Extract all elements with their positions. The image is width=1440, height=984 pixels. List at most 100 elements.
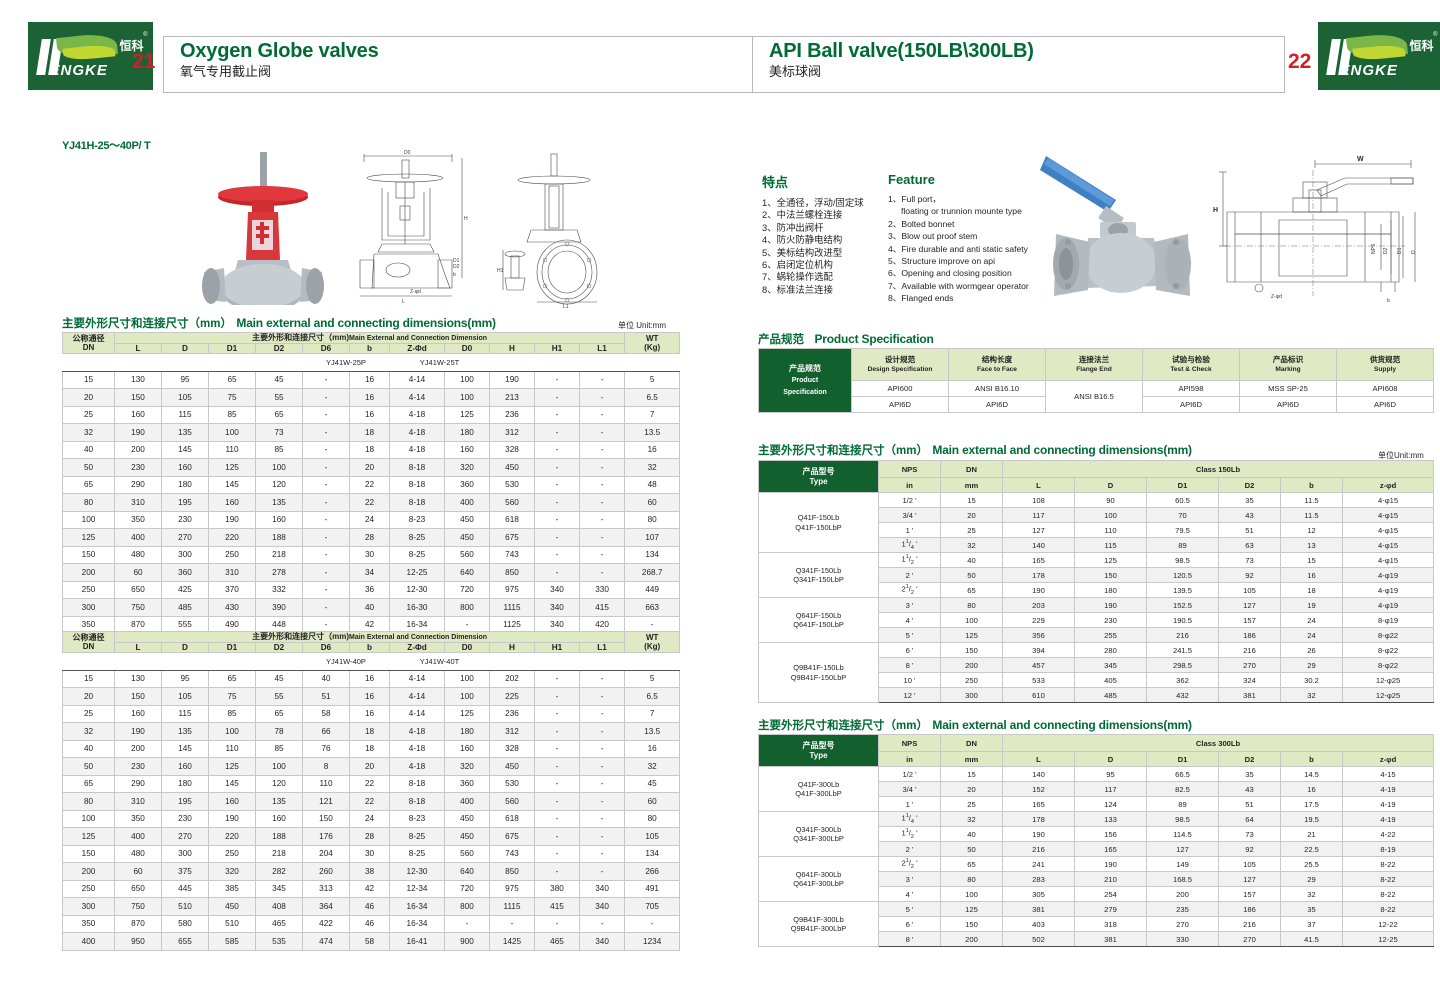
- table-cell: 533: [1002, 672, 1075, 688]
- dim150-unit-label: 单位Unit:mm: [1378, 451, 1424, 460]
- table-row: 100 350 230 190 160 150 24 8-23 450 618- -80: [62, 809, 681, 828]
- type-col-header-150: 产品型号 Type: [758, 460, 879, 493]
- table-cell: 530: [489, 774, 535, 793]
- table-cell: 400: [114, 528, 162, 547]
- valve-type-line2: Q9B41F-300LbP: [790, 924, 847, 933]
- table-cell: -: [534, 774, 580, 793]
- table-cell: 135: [255, 493, 303, 512]
- table-cell: 130: [114, 669, 162, 688]
- table-row: Q9B41F-300Lb Q9B41F-300LbP 5 ' 125 381 279 235…: [758, 901, 1435, 947]
- table-cell: 655: [161, 932, 209, 951]
- table-cell: 230: [161, 510, 209, 529]
- table-row: 3 ' 80 283 210 168.5 127 29 8-22: [759, 871, 1435, 887]
- table-cell: 60: [624, 493, 681, 512]
- col-d6: D6: [302, 343, 350, 354]
- feature-list-en: Feature 1、Full port， floating or trunnion…: [888, 172, 1029, 305]
- nps-cell: 2 ': [878, 567, 941, 583]
- table-cell: 145: [208, 774, 256, 793]
- table-cell: 24: [1280, 627, 1343, 643]
- table-cell: 356: [1002, 627, 1075, 643]
- spec-row-header-en1: Product: [791, 377, 819, 384]
- table-cell: 8-φ22: [1341, 627, 1435, 643]
- table-cell: 8-φ22: [1341, 657, 1435, 673]
- table-cell: 408: [255, 897, 303, 916]
- table-row: 200 60 360 310 278-34 12-25 640 850- -268.7: [62, 563, 681, 582]
- table-cell: 400: [114, 827, 162, 846]
- table-cell: 157: [1218, 886, 1281, 902]
- table-cell: 350: [62, 914, 115, 933]
- table-cell: 188: [255, 827, 303, 846]
- table-cell: 79.5: [1146, 522, 1219, 538]
- table-cell: 4-18: [389, 722, 445, 741]
- table-cell: 55: [255, 687, 303, 706]
- table-cell: 229: [1002, 612, 1075, 628]
- col-d2: D2: [1218, 751, 1281, 767]
- valve-type-line1: Q41F-150Lb: [797, 513, 840, 522]
- table-cell: 100: [62, 809, 115, 828]
- table-cell: 160: [444, 739, 490, 758]
- table-cell: 4-φ19: [1341, 582, 1435, 598]
- table-cell: -: [302, 563, 350, 582]
- table-cell: 270: [161, 528, 209, 547]
- table-cell: 30: [349, 844, 390, 863]
- table-cell: 650: [114, 580, 162, 599]
- table-row: Q641F-150Lb Q641F-150LbP 3 ' 80 203 190 152.5 1…: [758, 597, 1435, 643]
- table-cell: 425: [161, 580, 209, 599]
- table-cell: 610: [1002, 687, 1075, 703]
- table-row: 5 ' 125 356 255 216 186 24 8-φ22: [759, 627, 1435, 643]
- table-cell: 15: [1280, 552, 1343, 568]
- logo-registered-icon-2: ®: [1433, 32, 1438, 38]
- table-cell: 165: [1074, 841, 1147, 857]
- table-cell: 250: [62, 879, 115, 898]
- table-cell: 675: [489, 528, 535, 547]
- table-cell: 450: [444, 528, 490, 547]
- product-specification-table: 产品规范 Product Specification 设计规范 Design Sp…: [758, 348, 1434, 413]
- table-cell: 145: [208, 475, 256, 494]
- feature-item-cn: 3、防冲出阀杆: [762, 221, 824, 233]
- table-cell: 124: [1074, 796, 1147, 812]
- table-cell: 1425: [489, 932, 535, 951]
- table-row: 400 950 655 585 535 474 58 16-41 900 1425 465 340 12…: [62, 932, 681, 951]
- table-cell: 18: [349, 440, 390, 459]
- table-cell: 50: [940, 841, 1003, 857]
- table-cell: 80: [62, 792, 115, 811]
- label-nps: NPS: [1371, 243, 1377, 254]
- table-cell: 78: [255, 722, 303, 741]
- table-cell: 152.5: [1146, 597, 1219, 613]
- table-cell: 320: [444, 458, 490, 477]
- table-cell: 105: [624, 827, 681, 846]
- table-cell: 140: [1002, 537, 1075, 553]
- table-cell: -: [578, 722, 626, 741]
- table-cell: 43: [1218, 781, 1281, 797]
- table-cell: 200: [940, 657, 1003, 673]
- table-cell: 270: [1146, 916, 1219, 932]
- table-cell: 125: [1074, 552, 1147, 568]
- table-cell: 381: [1074, 931, 1147, 947]
- table-cell: 22: [349, 792, 390, 811]
- table-cell: 450: [444, 510, 490, 529]
- table-cell: 485: [1074, 687, 1147, 703]
- table-cell: -: [302, 370, 350, 389]
- col-zd: z-φd: [1341, 477, 1435, 493]
- table-cell: 16: [349, 687, 390, 706]
- col-l: L: [1002, 477, 1075, 493]
- table-cell: 5: [624, 669, 681, 688]
- table-cell: 180: [444, 722, 490, 741]
- table-cell: 6.5: [624, 687, 681, 706]
- table-cell: 150: [114, 388, 162, 407]
- table-cell: 32: [62, 423, 115, 442]
- table-cell: 190: [489, 370, 535, 389]
- nps-cell: 11/4 ': [878, 811, 941, 827]
- table-cell: 65: [940, 582, 1003, 598]
- table-cell: 6.5: [624, 388, 681, 407]
- table-cell: 850: [489, 862, 535, 881]
- table-cell: 422: [302, 914, 350, 933]
- table-cell: 160: [208, 493, 256, 512]
- table-cell: 110: [208, 440, 256, 459]
- table-row: 125 400 270 220 188-28 8-25 450 675- -107: [62, 528, 681, 547]
- spec-title-en: Product Specification: [814, 332, 934, 346]
- table-cell: 12-30: [389, 862, 445, 881]
- table-cell: 8: [302, 757, 350, 776]
- table-row: 250 650 445 385 345 313 42 12-34 720 975 380 340 491: [62, 879, 681, 898]
- table-cell: 82.5: [1146, 781, 1219, 797]
